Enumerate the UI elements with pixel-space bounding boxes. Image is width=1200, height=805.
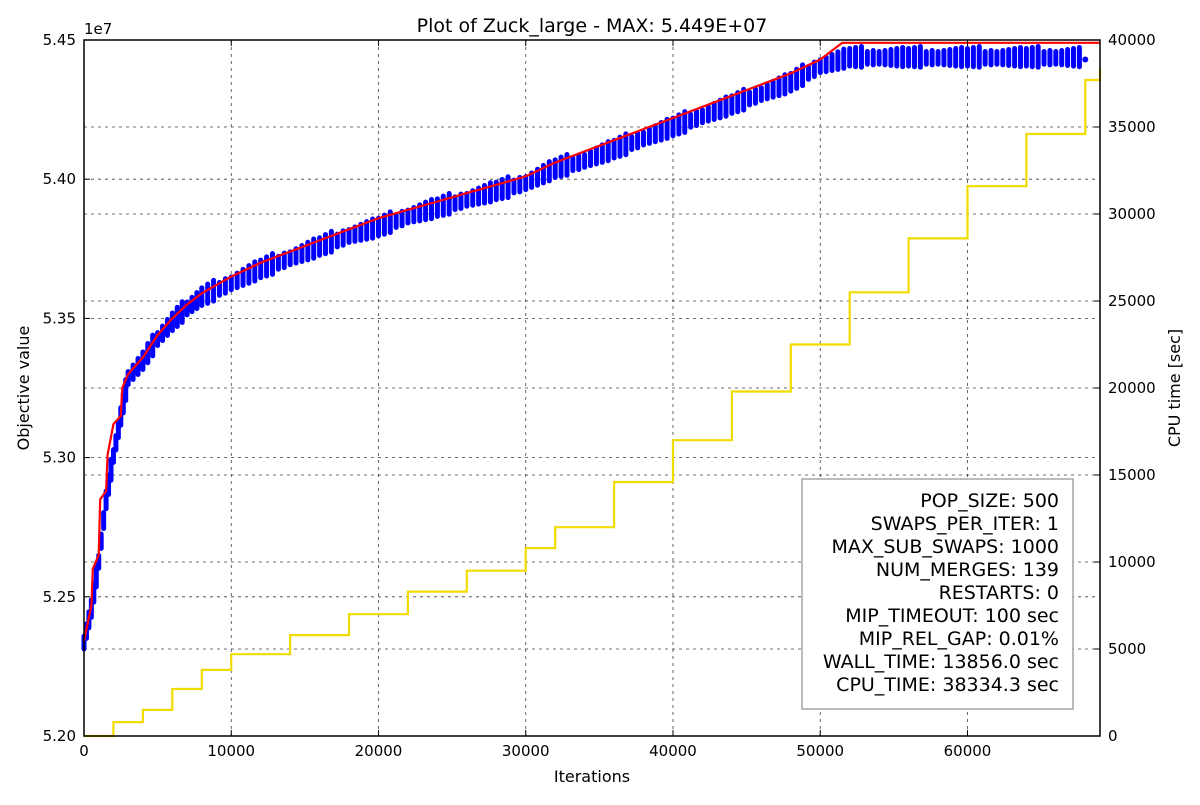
scatter-point (1082, 56, 1089, 63)
x-tick-label: 20000 (355, 742, 403, 760)
y2-tick-label: 25000 (1108, 292, 1156, 310)
y2-tick-label: 15000 (1108, 466, 1156, 484)
y-tick-label: 5.40 (43, 170, 76, 188)
x-tick-label: 40000 (649, 742, 697, 760)
x-tick-label: 10000 (207, 742, 255, 760)
y2-tick-label: 35000 (1108, 118, 1156, 136)
y-tick-label: 5.25 (43, 588, 76, 606)
x-tick-label: 60000 (944, 742, 992, 760)
legend-entry: WALL_TIME: 13856.0 sec (823, 651, 1059, 673)
y2-tick-label: 20000 (1108, 379, 1156, 397)
y-tick-label: 5.30 (43, 449, 76, 467)
x-axis-label: Iterations (554, 767, 630, 786)
y2-tick-label: 40000 (1108, 31, 1156, 49)
legend-box (801, 478, 1074, 710)
legend-entry: SWAPS_PER_ITER: 1 (871, 513, 1059, 535)
best-objective-line (82, 41, 1100, 642)
y2-tick-label: 10000 (1108, 553, 1156, 571)
y-axis-label: Objective value (14, 326, 33, 451)
legend-entry: MAX_SUB_SWAPS: 1000 (831, 536, 1059, 558)
legend-entry: MIP_REL_GAP: 0.01% (859, 628, 1059, 650)
y-tick-label: 5.35 (43, 309, 76, 327)
legend-entry: CPU_TIME: 38334.3 sec (836, 674, 1059, 696)
legend-entry: NUM_MERGES: 139 (876, 559, 1059, 581)
y-tick-label: 5.20 (43, 727, 76, 745)
cpu-time-line (84, 69, 1102, 738)
chart-title: Plot of Zuck_large - MAX: 5.449E+07 (417, 15, 768, 37)
y-offset-label: 1e7 (84, 20, 112, 38)
y-tick-label: 5.45 (43, 31, 76, 49)
legend-entry: MIP_TIMEOUT: 100 sec (845, 605, 1059, 627)
x-tick-label: 50000 (796, 742, 844, 760)
legend-entry: RESTARTS: 0 (939, 582, 1059, 604)
y2-axis-label: CPU time [sec] (1165, 329, 1184, 447)
legend-entry: POP_SIZE: 500 (920, 490, 1059, 512)
x-tick-label: 0 (79, 742, 89, 760)
y2-tick-label: 0 (1108, 727, 1118, 745)
x-tick-label: 30000 (502, 742, 550, 760)
y2-tick-label: 30000 (1108, 205, 1156, 223)
y2-tick-label: 5000 (1108, 640, 1146, 658)
